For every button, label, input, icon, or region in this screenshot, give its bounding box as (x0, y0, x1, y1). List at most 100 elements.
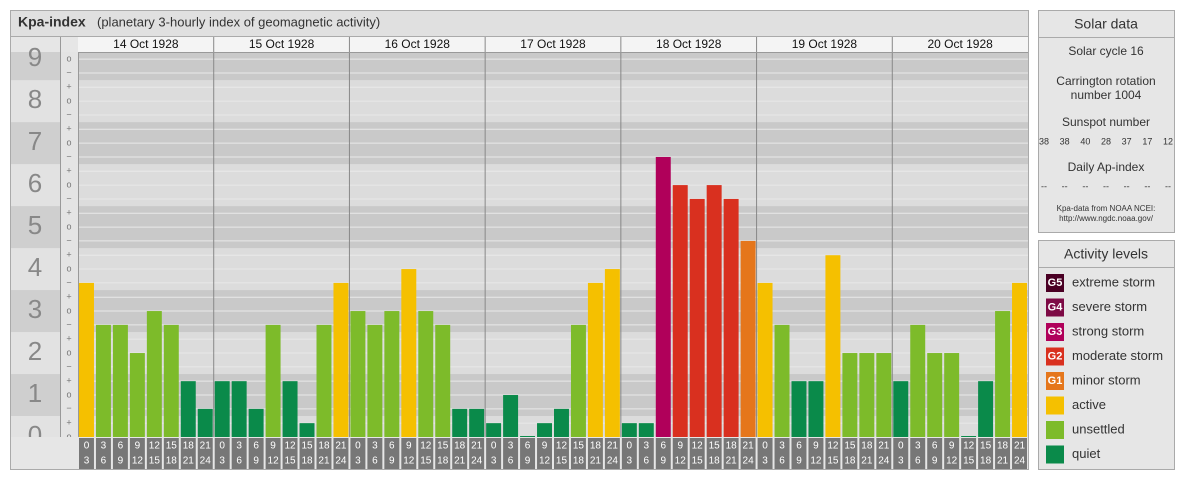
minor-tick-label: − (66, 151, 71, 161)
interval-end: 9 (932, 456, 938, 467)
sunspot-title: Sunspot number (1062, 115, 1150, 129)
interval-box (265, 438, 281, 469)
interval-box (248, 438, 264, 469)
bar (723, 198, 739, 437)
level-swatch (1046, 372, 1064, 390)
interval-end: 3 (355, 456, 361, 467)
level-badge: G4 (1048, 301, 1064, 313)
interval-box (910, 438, 926, 469)
bar (961, 436, 977, 437)
bar (554, 408, 569, 437)
interval-end: 12 (403, 456, 415, 467)
sunspot-value: 38 (1060, 136, 1070, 146)
y-tick-label: 2 (28, 336, 42, 366)
interval-start: 18 (726, 441, 738, 452)
sunspot-value: 37 (1122, 136, 1132, 146)
interval-start: 9 (406, 441, 412, 452)
bar (401, 269, 417, 437)
interval-start: 12 (420, 441, 432, 452)
bar (418, 311, 434, 437)
interval-box (757, 438, 773, 469)
interval-end: 21 (726, 456, 738, 467)
bar (740, 240, 756, 437)
interval-box (604, 438, 620, 469)
band (11, 164, 60, 207)
bar (638, 423, 654, 437)
minor-tick-label: + (66, 208, 71, 218)
interval-start: 6 (660, 441, 666, 452)
bar (859, 353, 875, 437)
minor-tick-label: + (66, 124, 71, 134)
interval-end: 9 (253, 456, 259, 467)
interval-start: 15 (573, 441, 585, 452)
interval-box (350, 438, 366, 469)
bar (112, 324, 128, 437)
interval-end: 6 (508, 456, 514, 467)
bar (197, 408, 213, 437)
interval-end: 15 (284, 456, 296, 467)
ap-value: -- (1103, 181, 1109, 191)
band (11, 206, 60, 249)
interval-end: 15 (827, 456, 839, 467)
interval-start: 15 (844, 441, 856, 452)
bar (876, 353, 892, 437)
interval-start: 0 (898, 441, 904, 452)
y-tick-label: 8 (28, 84, 42, 114)
interval-start: 18 (183, 441, 195, 452)
minor-tick-label: o (66, 137, 71, 147)
interval-end: 15 (556, 456, 568, 467)
minor-tick-label: o (66, 179, 71, 189)
interval-box (876, 438, 892, 469)
bar (621, 423, 637, 437)
minor-tick-label: − (66, 67, 71, 77)
bar (537, 423, 552, 437)
band (11, 248, 60, 291)
minor-tick-label: + (66, 250, 71, 260)
interval-box (825, 438, 841, 469)
interval-start: 9 (677, 441, 683, 452)
interval-end: 3 (762, 456, 768, 467)
interval-end: 21 (590, 456, 602, 467)
interval-end: 9 (389, 456, 395, 467)
interval-end: 21 (318, 456, 330, 467)
level-badge: G3 (1048, 326, 1063, 338)
interval-start: 12 (284, 441, 296, 452)
interval-box (520, 438, 536, 469)
interval-box (723, 438, 739, 469)
bar (689, 198, 705, 437)
bar (384, 311, 400, 437)
source: Kpa-data from NOAA NCEI: (1057, 204, 1156, 213)
interval-box (638, 438, 654, 469)
ap-value: -- (1165, 181, 1171, 191)
interval-end: 24 (200, 456, 212, 467)
interval-end: 21 (997, 456, 1009, 467)
minor-tick-label: + (66, 166, 71, 176)
minor-tick-label: − (66, 277, 71, 287)
level-label: minor storm (1072, 372, 1141, 387)
interval-start: 12 (149, 441, 161, 452)
interval-box (316, 438, 332, 469)
minor-tick-label: o (66, 54, 71, 64)
interval-end: 15 (692, 456, 704, 467)
interval-end: 9 (118, 456, 124, 467)
bar (995, 311, 1011, 437)
interval-end: 6 (372, 456, 378, 467)
y-tick-label: 4 (28, 252, 42, 282)
ap-value: -- (1041, 181, 1047, 191)
levels-title: Activity levels (1064, 246, 1148, 262)
interval-end: 24 (743, 456, 755, 467)
date-label: 20 Oct 1928 (927, 37, 993, 51)
level-swatch (1046, 347, 1064, 366)
level-swatch (1046, 298, 1064, 317)
interval-box (621, 438, 637, 469)
interval-end: 6 (236, 456, 242, 467)
bar (180, 381, 196, 437)
y-tick-label: 1 (28, 378, 42, 408)
bar (757, 282, 773, 437)
bar (282, 381, 298, 437)
interval-box (282, 438, 298, 469)
ap-value: -- (1144, 181, 1150, 191)
interval-end: 6 (915, 456, 921, 467)
interval-start: 15 (709, 441, 721, 452)
